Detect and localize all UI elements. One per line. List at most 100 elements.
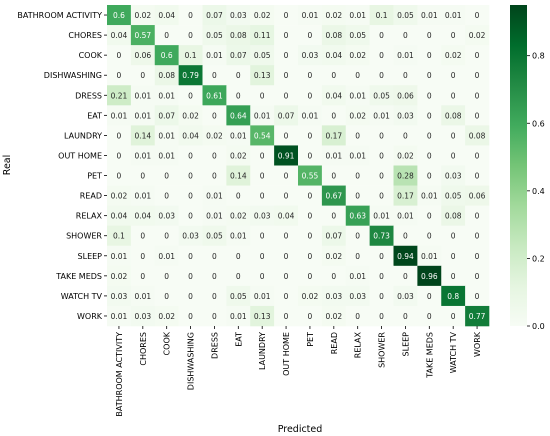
- cell-value-label: 0.63: [349, 212, 366, 221]
- heatmap-cell: [393, 225, 418, 247]
- heatmap-cell: [154, 265, 179, 287]
- cell-value-label: 0: [475, 51, 480, 60]
- heatmap-cell: [178, 265, 203, 287]
- cell-value-label: 0.01: [421, 252, 438, 261]
- cell-value-label: 0.06: [134, 51, 151, 60]
- heatmap-cell: [154, 65, 179, 86]
- heatmap-cell: [465, 165, 490, 186]
- cell-value-label: 0: [355, 192, 360, 201]
- cell-value-label: 0.1: [113, 232, 125, 241]
- cell-value-label: 0.79: [182, 71, 199, 80]
- cell-value-label: 0.02: [111, 272, 128, 281]
- cell-value-label: 0.01: [349, 272, 366, 281]
- cell-value-label: 0: [379, 31, 384, 40]
- cell-value-label: 0: [427, 131, 432, 140]
- y-tick-label: BATHROOM ACTIVITY: [17, 11, 102, 20]
- heatmap-cell: [321, 165, 347, 186]
- cell-value-label: 0.04: [111, 31, 128, 40]
- heatmap-cell: [465, 185, 490, 206]
- heatmap-cell: [226, 125, 251, 146]
- x-tick-label: DISHWASHING: [187, 332, 196, 390]
- y-tick-label: DISHWASHING: [44, 71, 102, 80]
- heatmap-cell: [107, 265, 132, 287]
- x-tick-label: OUT HOME: [282, 332, 291, 376]
- heatmap-cell: [274, 245, 299, 267]
- heatmap-cell: [226, 185, 251, 206]
- heatmap-cell: [226, 205, 251, 226]
- heatmap-cell: [393, 185, 418, 206]
- heatmap-cell: [393, 5, 418, 26]
- cell-value-label: 0: [188, 172, 193, 181]
- cell-value-label: 0: [379, 71, 384, 80]
- cell-value-label: 0: [379, 252, 384, 261]
- heatmap-cell: [154, 185, 179, 206]
- heatmap-cell: [298, 45, 323, 66]
- cell-value-label: 0.73: [373, 232, 390, 241]
- heatmap-cell: [274, 205, 299, 226]
- cell-value-label: 0: [451, 232, 456, 241]
- cell-value-label: 0.64: [230, 111, 247, 120]
- heatmap-cell: [321, 205, 347, 226]
- cell-value-label: 0.17: [325, 131, 342, 140]
- cell-value-label: 0: [140, 272, 145, 281]
- cell-value-label: 0: [379, 312, 384, 321]
- heatmap-cell: [107, 225, 132, 247]
- heatmap-cell: [345, 185, 370, 206]
- heatmap-cell: [250, 265, 275, 287]
- heatmap-cell: [393, 305, 418, 327]
- cell-value-label: 0: [308, 272, 313, 281]
- cell-value-label: 0: [188, 212, 193, 221]
- heatmap-cell: [250, 145, 275, 166]
- cell-value-label: 0.02: [134, 11, 151, 20]
- heatmap-cell: [202, 105, 227, 126]
- cell-value-label: 0: [260, 151, 265, 160]
- cell-value-label: 0.6: [113, 11, 125, 20]
- cell-value-label: 0.01: [134, 111, 151, 120]
- heatmap-cell: [107, 165, 132, 186]
- heatmap-cell: [250, 25, 275, 46]
- cell-value-label: 0: [403, 31, 408, 40]
- heatmap-cell: [202, 265, 227, 287]
- heatmap-cell: [178, 65, 203, 86]
- cell-value-label: 0.01: [158, 151, 175, 160]
- cell-value-label: 0.01: [373, 212, 390, 221]
- x-tick-labels: BATHROOM ACTIVITY CHORES COOK DISHWASHING DR…: [115, 326, 482, 417]
- cell-value-label: 0: [284, 252, 289, 261]
- cell-value-label: 0: [451, 312, 456, 321]
- heatmap-cell: [274, 65, 299, 86]
- heatmap-cell: [274, 25, 299, 46]
- cell-value-label: 0.02: [158, 312, 175, 321]
- cell-value-label: 0: [379, 292, 384, 301]
- cell-value-label: 0.08: [469, 131, 486, 140]
- cell-value-label: 0: [212, 111, 217, 120]
- cell-value-label: 0.03: [397, 292, 414, 301]
- heatmap-cell: [465, 205, 490, 226]
- cell-value-label: 0: [164, 272, 169, 281]
- cell-value-label: 0: [308, 31, 313, 40]
- heatmap-cell: [393, 65, 418, 86]
- cell-value-label: 0.01: [111, 111, 128, 120]
- heatmap-cell: [417, 225, 442, 247]
- cell-value-label: 0.02: [206, 131, 223, 140]
- cell-value-label: 0: [475, 272, 480, 281]
- heatmap-cell: [274, 265, 299, 287]
- cell-value-label: 0: [403, 312, 408, 321]
- heatmap-cell: [202, 205, 227, 226]
- heatmap-cell: [321, 305, 347, 327]
- heatmap-cell: [441, 245, 466, 267]
- cell-value-label: 0.02: [302, 292, 319, 301]
- heatmap-cell: [321, 25, 347, 46]
- heatmap-cell: [274, 125, 299, 146]
- cell-value-label: 0: [308, 151, 313, 160]
- colorbar-ticks: 0.0 0.2 0.4 0.6 0.8: [527, 52, 545, 331]
- heatmap-cell: [369, 85, 394, 106]
- heatmap-cell: [202, 5, 227, 26]
- cell-value-label: 0: [308, 212, 313, 221]
- heatmap-cell: [369, 305, 394, 327]
- cell-value-label: 0: [212, 172, 217, 181]
- heatmap-cell: [274, 185, 299, 206]
- cell-value-label: 0: [236, 252, 241, 261]
- heatmap-cell: [465, 5, 490, 26]
- cell-value-label: 0.02: [325, 252, 342, 261]
- cell-value-label: 0.04: [111, 212, 128, 221]
